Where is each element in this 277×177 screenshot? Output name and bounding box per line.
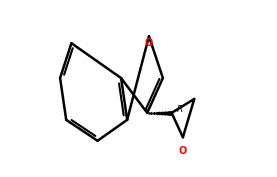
Text: O: O — [179, 146, 187, 156]
Text: O: O — [145, 38, 153, 48]
Text: R: R — [177, 105, 183, 114]
